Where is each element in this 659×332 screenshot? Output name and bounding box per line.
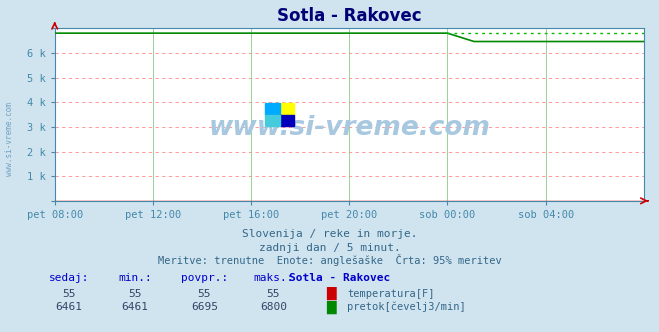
Text: Sotla - Rakovec: Sotla - Rakovec xyxy=(289,273,390,283)
Bar xyxy=(266,115,279,125)
Text: 6461: 6461 xyxy=(122,302,148,312)
Title: Sotla - Rakovec: Sotla - Rakovec xyxy=(277,7,422,25)
Text: sedaj:: sedaj: xyxy=(49,273,90,283)
Text: temperatura[F]: temperatura[F] xyxy=(347,289,435,299)
Text: min.:: min.: xyxy=(118,273,152,283)
Bar xyxy=(266,104,279,115)
Text: 55: 55 xyxy=(267,289,280,299)
Text: Meritve: trenutne  Enote: anglešaške  Črta: 95% meritev: Meritve: trenutne Enote: anglešaške Črta… xyxy=(158,254,501,266)
Text: maks.:: maks.: xyxy=(253,273,294,283)
Text: 55: 55 xyxy=(198,289,211,299)
Bar xyxy=(279,104,294,115)
Bar xyxy=(279,115,294,125)
Text: █: █ xyxy=(326,287,335,300)
Text: 55: 55 xyxy=(129,289,142,299)
Text: 55: 55 xyxy=(63,289,76,299)
Text: zadnji dan / 5 minut.: zadnji dan / 5 minut. xyxy=(258,243,401,253)
Text: Slovenija / reke in morje.: Slovenija / reke in morje. xyxy=(242,229,417,239)
Text: www.si-vreme.com: www.si-vreme.com xyxy=(5,103,14,176)
Text: pretok[čevelj3/min]: pretok[čevelj3/min] xyxy=(347,302,466,312)
Text: 6800: 6800 xyxy=(260,302,287,312)
Text: 6695: 6695 xyxy=(191,302,217,312)
Text: povpr.:: povpr.: xyxy=(181,273,228,283)
Text: 6461: 6461 xyxy=(56,302,82,312)
Text: www.si-vreme.com: www.si-vreme.com xyxy=(208,115,490,141)
Text: █: █ xyxy=(326,300,335,314)
